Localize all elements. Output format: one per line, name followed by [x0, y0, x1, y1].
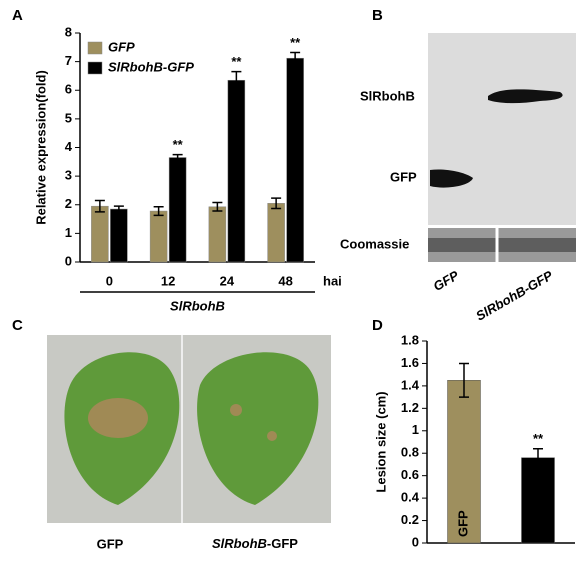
- x-tick-label: 12: [161, 273, 175, 288]
- y-tick-label: 3: [65, 168, 72, 183]
- y-axis-label: Relative expression(fold): [33, 70, 48, 225]
- error-bar: [172, 153, 183, 162]
- panel-label: B: [372, 7, 383, 24]
- photo-label-part: SlRbohB: [212, 536, 267, 551]
- x-group-label: SlRbohB: [170, 298, 225, 313]
- band: [488, 89, 563, 104]
- error-bar: [459, 362, 469, 398]
- x-tick-label: 48: [278, 273, 292, 288]
- photo-label: GFP: [97, 536, 124, 551]
- y-tick-label: 0.8: [401, 445, 419, 460]
- bar: [149, 210, 168, 263]
- y-tick-label: 6: [65, 82, 72, 97]
- error-bar: [290, 51, 301, 65]
- y-tick-label: 8: [65, 24, 72, 39]
- y-axis-label: Lesion size (cm): [373, 391, 388, 492]
- y-tick-label: 1: [65, 225, 72, 240]
- y-tick-label: 5: [65, 110, 72, 125]
- x-tick-label: 24: [220, 273, 235, 288]
- photo-label-part: -GFP: [267, 536, 298, 551]
- error-bar: [94, 199, 105, 213]
- panel-label: C: [12, 317, 23, 334]
- y-tick-label: 0.2: [401, 512, 419, 527]
- lesion: [230, 404, 242, 416]
- x-unit: hai: [323, 273, 342, 288]
- panel-label: A: [12, 7, 23, 24]
- band-label: Coomassie: [340, 236, 409, 251]
- lesion: [88, 398, 148, 438]
- coomassie-band: [428, 238, 576, 252]
- bar: [286, 57, 304, 263]
- bar: [110, 208, 128, 263]
- bar: [208, 206, 227, 263]
- lane-label: GFP: [431, 267, 462, 294]
- bar: [447, 380, 481, 544]
- band-label: SlRbohB: [360, 88, 415, 103]
- photo-label: SlRbohB-GFP: [212, 536, 298, 551]
- significance: **: [231, 54, 242, 69]
- y-tick-label: 1.2: [401, 400, 419, 415]
- bar: [521, 457, 555, 544]
- error-bar: [533, 447, 543, 468]
- lesion: [267, 431, 277, 441]
- error-bar: [231, 70, 242, 90]
- bar-label: SlRbohB: [529, 482, 544, 537]
- y-tick-label: 0: [412, 534, 419, 549]
- y-tick-label: 1.6: [401, 355, 419, 370]
- legend-swatch: [87, 61, 103, 75]
- y-tick-label: 1: [412, 422, 419, 437]
- legend-label: GFP: [108, 39, 135, 54]
- y-tick-label: 1.8: [401, 332, 419, 347]
- error-bar: [153, 206, 164, 217]
- y-tick-label: 7: [65, 53, 72, 68]
- x-tick-label: 0: [106, 273, 113, 288]
- legend-swatch: [87, 41, 103, 55]
- bar: [267, 203, 285, 263]
- legend-label: SlRbohB-GFP: [108, 59, 194, 74]
- bar-label: GFP: [455, 510, 470, 537]
- y-tick-label: 1.4: [401, 377, 420, 392]
- bar: [227, 79, 246, 263]
- blot-image: [428, 33, 576, 225]
- y-tick-label: 2: [65, 196, 72, 211]
- y-tick-label: 0.6: [401, 467, 419, 482]
- band-label: GFP: [390, 169, 417, 184]
- bar: [168, 157, 187, 263]
- significance: **: [290, 35, 301, 50]
- error-bar: [113, 205, 124, 213]
- y-tick-label: 4: [65, 139, 73, 154]
- band: [430, 169, 473, 188]
- bar: [91, 205, 109, 263]
- lane-label: SlRbohB-GFP: [473, 267, 555, 323]
- y-tick-label: 0: [65, 253, 72, 268]
- error-bar: [271, 197, 282, 210]
- significance: **: [173, 137, 184, 152]
- leaf: [197, 352, 319, 505]
- error-bar: [212, 201, 223, 212]
- y-tick-label: 0.4: [401, 490, 420, 505]
- significance: **: [533, 431, 544, 446]
- panel-label: D: [372, 317, 383, 334]
